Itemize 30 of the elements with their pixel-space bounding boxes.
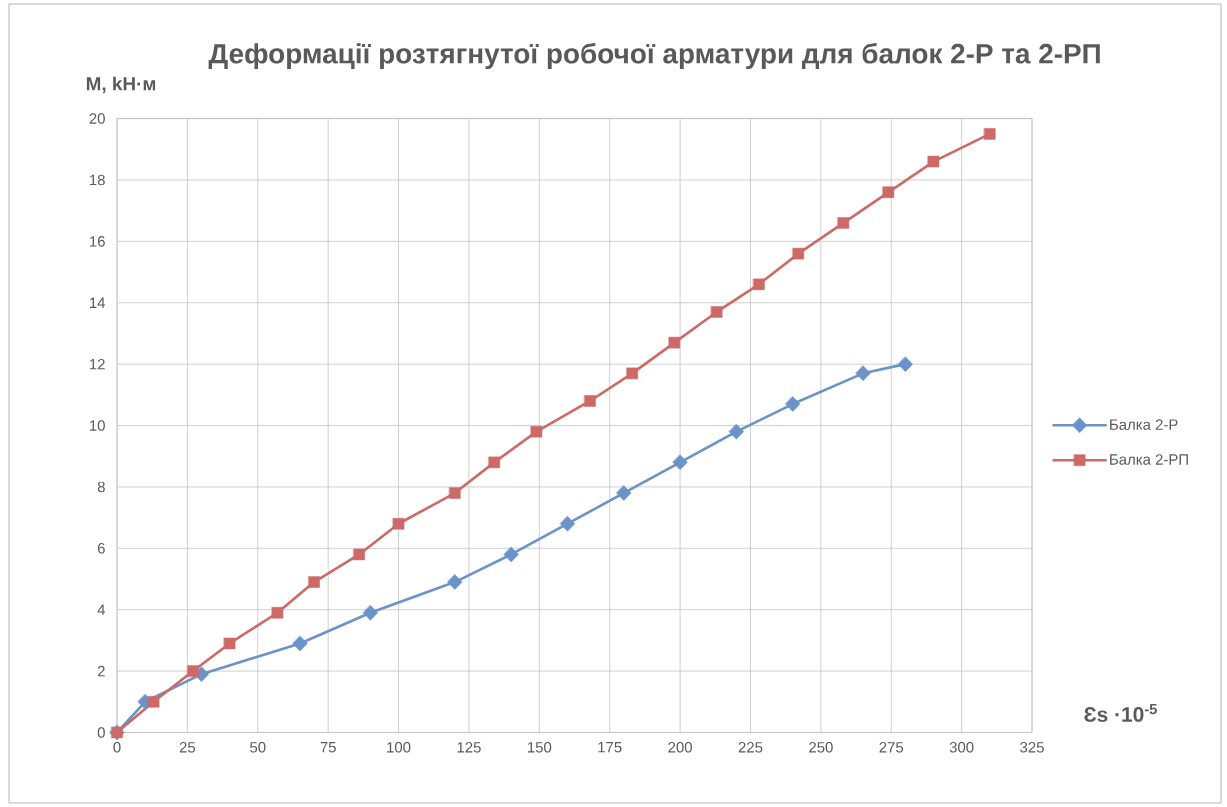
y-tick-label: 16 xyxy=(90,236,105,247)
y-axis-title: М, kН·м xyxy=(86,76,156,94)
x-tick-label: 150 xyxy=(527,742,552,753)
x-tick-label: 175 xyxy=(598,742,622,753)
x-tick-label: 225 xyxy=(738,742,763,753)
x-tick-label: 200 xyxy=(668,742,692,753)
chart-title: Деформації розтягнутої робочої арматури для балок 2-Р та 2-РП xyxy=(208,42,1100,70)
x-tick-label: 50 xyxy=(250,742,266,753)
x-tick-label: 75 xyxy=(320,742,336,753)
y-tick-label: 8 xyxy=(97,481,105,493)
x-tick-label: 300 xyxy=(949,742,974,753)
x-tick-label: 275 xyxy=(879,742,904,753)
y-tick-label: 2 xyxy=(97,665,105,677)
y-tick-label: 10 xyxy=(90,420,105,431)
x-tick-label: 125 xyxy=(457,742,481,753)
x-axis-title: Ɛs ·10$^{-5}$ xyxy=(1084,704,1157,722)
y-tick-label: 14 xyxy=(90,297,106,308)
legend-label: Балка 2-РП xyxy=(1110,454,1188,465)
y-tick-label: 0 xyxy=(97,727,105,738)
x-tick-label: 25 xyxy=(179,742,196,753)
legend-label: Балка 2-Р xyxy=(1110,419,1178,430)
x-tick-label: 325 xyxy=(1020,742,1044,753)
y-tick-label: 6 xyxy=(97,543,105,554)
y-tick-label: 20 xyxy=(89,113,105,124)
x-tick-label: 0 xyxy=(113,742,121,753)
y-tick-label: 4 xyxy=(97,604,106,615)
y-tick-label: 12 xyxy=(90,358,105,370)
x-tick-label: 250 xyxy=(809,742,833,753)
x-tick-label: 100 xyxy=(387,742,411,753)
y-tick-label: 18 xyxy=(90,174,105,186)
